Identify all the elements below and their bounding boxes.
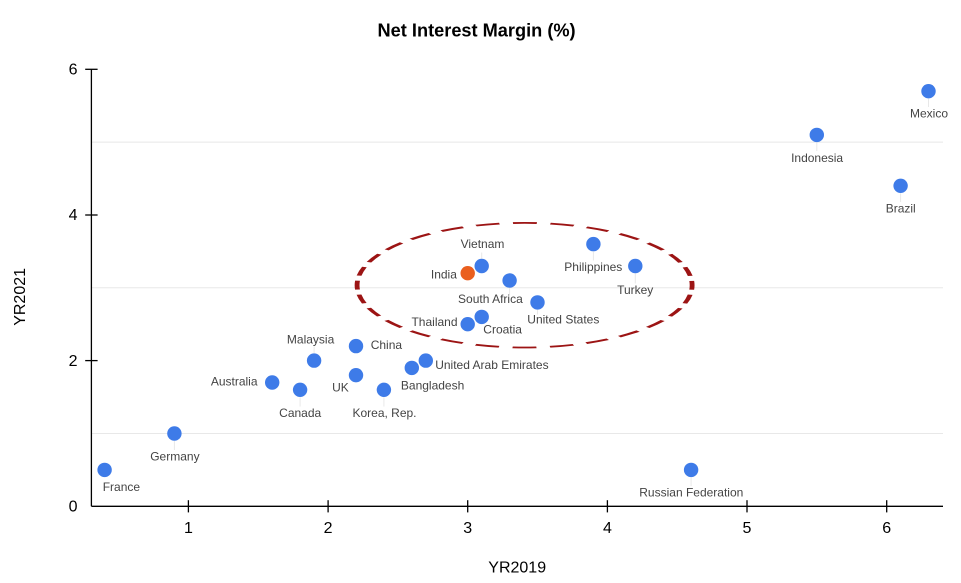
svg-text:France: France <box>103 480 141 494</box>
svg-text:Mexico: Mexico <box>910 107 948 121</box>
svg-text:Korea, Rep.: Korea, Rep. <box>352 406 416 420</box>
svg-text:Russian Federation: Russian Federation <box>639 486 743 500</box>
svg-text:UK: UK <box>332 381 349 395</box>
svg-text:Thailand: Thailand <box>411 315 457 329</box>
svg-text:Bangladesh: Bangladesh <box>401 379 464 393</box>
svg-text:Turkey: Turkey <box>617 283 653 297</box>
svg-text:India: India <box>431 267 457 281</box>
svg-text:6: 6 <box>69 62 78 79</box>
svg-text:6: 6 <box>882 520 891 537</box>
svg-text:United Arab Emirates: United Arab Emirates <box>435 358 548 372</box>
svg-text:Indonesia: Indonesia <box>791 151 843 165</box>
svg-text:Germany: Germany <box>150 450 199 464</box>
svg-text:2: 2 <box>324 520 333 537</box>
svg-text:Philippines: Philippines <box>564 260 622 274</box>
svg-text:2: 2 <box>69 353 78 370</box>
svg-text:4: 4 <box>603 520 612 537</box>
svg-text:Vietnam: Vietnam <box>461 237 505 251</box>
svg-text:YR2019: YR2019 <box>488 560 546 577</box>
svg-text:Croatia: Croatia <box>483 322 522 336</box>
svg-text:Malaysia: Malaysia <box>287 333 335 347</box>
svg-text:5: 5 <box>743 520 752 537</box>
svg-text:1: 1 <box>184 520 193 537</box>
svg-text:Net Interest Margin (%): Net Interest Margin (%) <box>378 21 576 41</box>
svg-text:YR2021: YR2021 <box>12 268 29 326</box>
svg-text:Canada: Canada <box>279 406 321 420</box>
svg-text:Australia: Australia <box>211 375 258 389</box>
svg-text:United States: United States <box>527 312 599 326</box>
svg-text:0: 0 <box>69 499 78 516</box>
svg-text:4: 4 <box>69 207 78 224</box>
svg-text:3: 3 <box>463 520 472 537</box>
svg-text:Brazil: Brazil <box>886 202 916 216</box>
svg-text:China: China <box>371 338 403 352</box>
svg-text:South Africa: South Africa <box>458 292 523 306</box>
